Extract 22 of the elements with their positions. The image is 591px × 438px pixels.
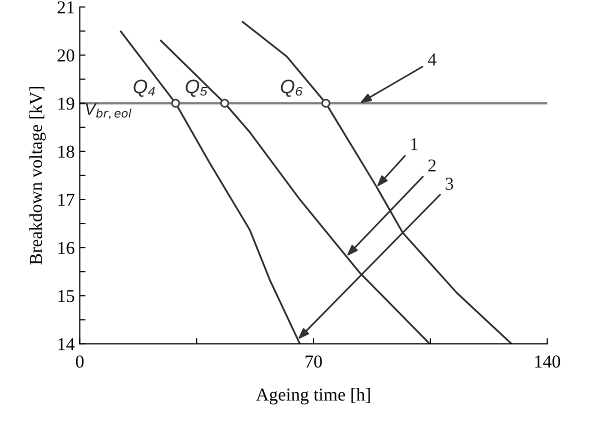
ref-line-label: V$_{br,eol}$ bbox=[86, 103, 132, 119]
annotation: Q₆ bbox=[280, 80, 303, 97]
y-tick-label: 16 bbox=[58, 242, 74, 254]
annotation: 1 bbox=[411, 138, 418, 150]
x-axis-title: Ageing time [h] bbox=[256, 388, 370, 404]
x-tick-label: 70 bbox=[306, 355, 322, 368]
y-tick-label: 19 bbox=[58, 98, 74, 110]
annotation: 2 bbox=[428, 159, 436, 172]
x-tick-label: 0 bbox=[76, 355, 84, 368]
y-tick-label: 14 bbox=[58, 338, 75, 350]
line-series bbox=[242, 21, 512, 344]
y-tick-label: 17 bbox=[58, 194, 74, 206]
y-tick-label: 20 bbox=[58, 49, 74, 62]
annotation: 3 bbox=[446, 178, 454, 190]
x-tick-label: 140 bbox=[535, 355, 560, 368]
y-tick-label: 18 bbox=[58, 146, 74, 158]
annotation: Q₅ bbox=[186, 80, 208, 97]
annotation: 4 bbox=[428, 54, 436, 66]
y-tick-label: 21 bbox=[58, 1, 74, 14]
y-axis-title: Breakdown voltage [kV] bbox=[29, 87, 46, 265]
annotation: Q₄ bbox=[134, 80, 155, 97]
y-tick-label: 15 bbox=[58, 290, 74, 302]
